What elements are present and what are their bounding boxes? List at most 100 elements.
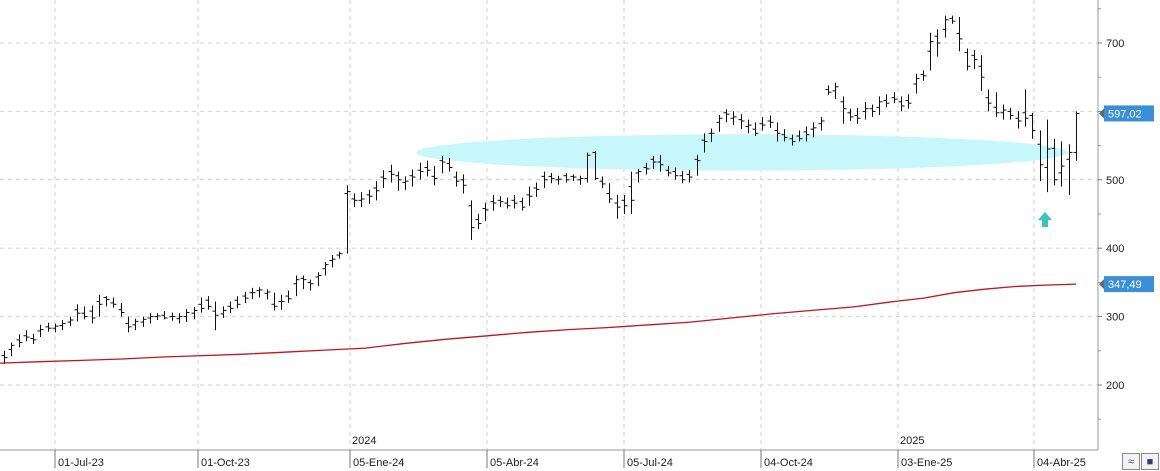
price-tags: 597,02 347,49 <box>1099 105 1154 293</box>
ohlc-bar <box>694 155 701 176</box>
ma-polyline <box>0 283 1077 364</box>
ohlc-bar <box>621 194 628 214</box>
ohlc-bar <box>927 32 934 71</box>
double-chevron-icon[interactable]: ≈ <box>1122 453 1140 470</box>
ohlc-bar <box>395 171 402 191</box>
ohlc-bar <box>665 166 672 177</box>
ohlc-bar <box>971 49 978 69</box>
y-tick-label: 700 <box>1106 38 1124 50</box>
ohlc-bar <box>643 162 650 175</box>
ohlc-bar <box>490 194 497 211</box>
ohlc-bar <box>74 304 81 322</box>
ohlc-bar <box>322 261 329 276</box>
ohlc-bar <box>147 313 154 324</box>
x-tick-label: 01-Oct-23 <box>201 457 250 469</box>
grid <box>0 0 1098 450</box>
ohlc-bar <box>767 115 774 128</box>
ohlc-bar <box>759 116 766 131</box>
save-disk-glyph: ■ <box>1146 455 1154 468</box>
ohlc-bar <box>869 104 876 117</box>
ohlc-bar <box>482 203 489 221</box>
ohlc-bar <box>533 182 540 197</box>
ohlc-bar <box>315 272 322 286</box>
ohlc-bar <box>67 316 74 327</box>
ohlc-bar <box>1058 141 1065 187</box>
ohlc-bar <box>511 194 518 209</box>
ohlc-bar <box>336 251 343 259</box>
ohlc-bar <box>446 157 453 172</box>
ohlc-bar <box>329 255 336 268</box>
ohlc-bar <box>110 297 117 308</box>
ohlc-bar <box>278 294 285 310</box>
ohlc-bar <box>125 316 132 333</box>
ohlc-bar <box>1073 111 1080 161</box>
ohlc-bar <box>599 176 606 189</box>
ohlc-bar <box>191 307 198 320</box>
ohlc-bar <box>708 128 715 143</box>
ohlc-bar <box>920 70 927 81</box>
x-tick-label: 01-Jul-23 <box>58 457 104 469</box>
ohlc-bar <box>1015 111 1022 129</box>
ohlc-bar <box>526 186 533 206</box>
x-tick-label: 03-Ene-25 <box>901 457 952 469</box>
ohlc-bar <box>701 133 708 153</box>
ohlc-bar <box>876 96 883 115</box>
annotations <box>416 134 1068 227</box>
ohlc-bar <box>45 322 52 332</box>
price-bars <box>1 15 1080 364</box>
ohlc-bar <box>1044 119 1051 193</box>
ohlc-bar <box>985 89 992 112</box>
x-tick-label: 05-Ene-24 <box>353 457 404 469</box>
ohlc-bar <box>541 171 548 189</box>
y-axis-ticks: 200300400500600700 <box>1098 8 1124 420</box>
ohlc-bar <box>548 172 555 184</box>
save-disk-icon[interactable]: ■ <box>1141 453 1159 470</box>
ohlc-bar <box>23 330 30 342</box>
ohlc-bar <box>8 342 15 357</box>
ohlc-bar <box>366 190 373 204</box>
ohlc-bar <box>577 175 584 185</box>
ohlc-bar <box>176 313 183 324</box>
ohlc-bar <box>803 126 810 142</box>
ohlc-bar <box>555 175 562 185</box>
ohlc-bar <box>1066 144 1073 195</box>
ohlc-bar <box>140 316 147 327</box>
ohlc-bar <box>52 323 59 333</box>
ohlc-bar <box>169 312 176 321</box>
ohlc-bar <box>563 172 570 183</box>
ohlc-bar <box>592 151 599 180</box>
ohlc-bar <box>847 108 854 121</box>
ohlc-bar <box>1 350 8 364</box>
ohlc-bar <box>891 92 898 104</box>
ohlc-bar <box>774 122 781 142</box>
ohlc-bar <box>198 297 205 313</box>
ohlc-bar <box>862 101 869 120</box>
ohlc-bar <box>271 292 278 311</box>
y-tick-label: 300 <box>1106 312 1124 324</box>
price-tag-label: 597,02 <box>1108 108 1142 120</box>
ohlc-bar <box>519 197 526 211</box>
ohlc-bar <box>913 73 920 94</box>
ohlc-bar <box>59 320 66 331</box>
y-tick-label: 200 <box>1106 380 1124 392</box>
ohlc-bar <box>30 333 37 344</box>
ohlc-bar <box>810 122 817 138</box>
ohlc-bar <box>344 185 351 254</box>
ohlc-bar <box>978 55 985 91</box>
ohlc-bar <box>37 324 44 338</box>
ohlc-bar <box>1051 138 1058 186</box>
ohlc-bar <box>956 17 963 52</box>
ohlc-bar <box>373 181 380 201</box>
ohlc-bar <box>650 155 657 169</box>
ohlc-bar <box>475 214 482 230</box>
ohlc-bar <box>716 114 723 132</box>
ohlc-bar <box>723 109 730 123</box>
ohlc-bar <box>730 111 737 126</box>
ohlc-bar <box>96 294 103 317</box>
ohlc-bar <box>402 176 409 191</box>
ohlc-bar <box>497 196 504 208</box>
ohlc-bar <box>307 279 314 291</box>
plot-area <box>0 0 1098 450</box>
ohlc-bar <box>504 197 511 209</box>
